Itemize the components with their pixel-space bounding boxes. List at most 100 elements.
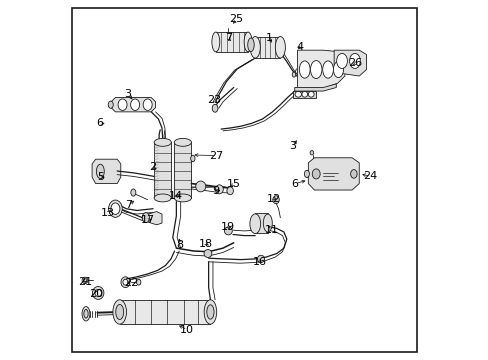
Polygon shape: [142, 212, 162, 225]
Ellipse shape: [111, 203, 120, 215]
Text: 7: 7: [224, 33, 231, 43]
Ellipse shape: [154, 138, 171, 146]
Text: 23: 23: [206, 95, 221, 105]
Ellipse shape: [195, 181, 205, 192]
Text: 19: 19: [221, 222, 235, 231]
Ellipse shape: [113, 300, 126, 324]
Polygon shape: [111, 98, 155, 112]
Polygon shape: [333, 50, 366, 76]
Ellipse shape: [312, 169, 320, 179]
Ellipse shape: [299, 61, 309, 78]
Ellipse shape: [203, 249, 211, 257]
Text: 7: 7: [125, 200, 132, 210]
Ellipse shape: [304, 170, 309, 177]
Ellipse shape: [95, 289, 101, 297]
Ellipse shape: [142, 213, 149, 223]
Text: 3: 3: [289, 141, 296, 151]
Ellipse shape: [224, 227, 232, 235]
Ellipse shape: [308, 91, 313, 97]
Text: 10: 10: [180, 325, 194, 335]
Text: 21: 21: [78, 277, 92, 287]
Ellipse shape: [96, 164, 104, 179]
Ellipse shape: [82, 307, 90, 321]
Ellipse shape: [108, 101, 113, 108]
Ellipse shape: [211, 32, 219, 52]
Polygon shape: [255, 37, 280, 58]
Text: 12: 12: [266, 194, 281, 204]
Text: 3: 3: [124, 89, 131, 99]
Ellipse shape: [263, 214, 272, 232]
Ellipse shape: [212, 104, 218, 112]
Text: 4: 4: [296, 42, 303, 52]
Polygon shape: [215, 32, 247, 51]
Ellipse shape: [309, 150, 313, 155]
Text: 24: 24: [362, 171, 376, 181]
Polygon shape: [297, 50, 344, 89]
Ellipse shape: [215, 185, 223, 194]
Text: 17: 17: [141, 215, 154, 225]
Text: 25: 25: [229, 14, 243, 24]
Ellipse shape: [244, 32, 251, 52]
Ellipse shape: [292, 72, 295, 77]
Text: 20: 20: [89, 289, 103, 299]
Text: 1: 1: [265, 33, 272, 43]
Ellipse shape: [310, 60, 321, 78]
Ellipse shape: [257, 255, 264, 262]
Ellipse shape: [131, 189, 136, 196]
Text: 16: 16: [252, 257, 266, 267]
Text: 2: 2: [149, 162, 156, 172]
Ellipse shape: [190, 155, 195, 162]
Ellipse shape: [82, 277, 88, 284]
Ellipse shape: [322, 61, 333, 78]
Text: 22: 22: [124, 278, 139, 288]
Ellipse shape: [350, 170, 356, 178]
Polygon shape: [308, 158, 359, 190]
Ellipse shape: [174, 138, 191, 146]
Ellipse shape: [301, 91, 307, 97]
Polygon shape: [174, 142, 191, 198]
Text: 13: 13: [101, 208, 114, 218]
Text: 27: 27: [208, 150, 223, 161]
Ellipse shape: [116, 305, 123, 319]
Ellipse shape: [249, 214, 260, 234]
Ellipse shape: [121, 277, 130, 288]
Ellipse shape: [174, 194, 191, 202]
Ellipse shape: [92, 287, 104, 300]
Text: 5: 5: [97, 172, 103, 182]
Ellipse shape: [250, 37, 260, 58]
Ellipse shape: [247, 38, 254, 51]
Ellipse shape: [203, 300, 216, 324]
Polygon shape: [120, 300, 210, 324]
Ellipse shape: [206, 305, 214, 319]
Text: 18: 18: [198, 239, 212, 249]
Polygon shape: [154, 142, 171, 198]
Ellipse shape: [333, 62, 343, 78]
Ellipse shape: [349, 53, 360, 68]
Ellipse shape: [143, 99, 152, 111]
Ellipse shape: [275, 37, 285, 58]
Ellipse shape: [108, 200, 122, 217]
Ellipse shape: [118, 99, 127, 111]
Text: 6: 6: [96, 118, 102, 128]
Ellipse shape: [336, 53, 346, 68]
Text: 15: 15: [226, 179, 240, 189]
Text: 6: 6: [291, 179, 298, 189]
Text: 9: 9: [212, 186, 219, 196]
Ellipse shape: [294, 91, 301, 97]
Polygon shape: [294, 84, 336, 91]
Polygon shape: [92, 159, 121, 184]
Ellipse shape: [272, 196, 279, 204]
Polygon shape: [255, 213, 267, 233]
Ellipse shape: [136, 279, 141, 285]
Text: 14: 14: [169, 191, 183, 201]
Ellipse shape: [83, 310, 88, 318]
Ellipse shape: [130, 99, 139, 111]
Polygon shape: [293, 91, 316, 98]
Text: 8: 8: [176, 239, 183, 249]
Ellipse shape: [83, 279, 86, 282]
Ellipse shape: [154, 194, 171, 202]
Text: 26: 26: [347, 58, 361, 68]
Text: 11: 11: [264, 225, 278, 235]
Ellipse shape: [122, 279, 128, 285]
Ellipse shape: [226, 187, 233, 195]
